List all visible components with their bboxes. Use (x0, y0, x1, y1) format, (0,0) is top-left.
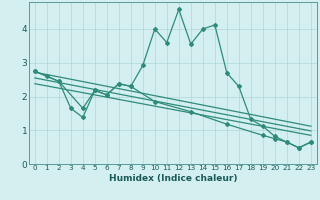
X-axis label: Humidex (Indice chaleur): Humidex (Indice chaleur) (108, 174, 237, 183)
